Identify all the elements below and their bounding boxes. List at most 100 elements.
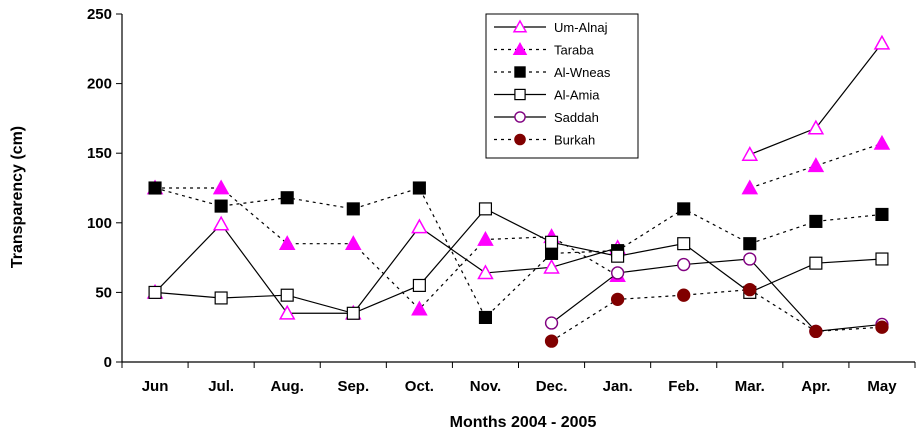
data-point <box>412 181 426 195</box>
data-point <box>544 246 559 260</box>
data-point <box>214 291 228 305</box>
data-point <box>278 304 296 320</box>
y-tick-label: 50 <box>95 284 112 301</box>
x-tick-label: Jul. <box>208 378 234 395</box>
data-point <box>411 300 428 316</box>
data-point <box>148 285 162 299</box>
series-um-alnaj <box>146 34 891 320</box>
legend-box <box>485 13 639 159</box>
data-point <box>741 146 759 161</box>
series-line <box>154 208 882 314</box>
x-tick-label: Sep. <box>337 378 369 395</box>
legend-label: Al-Wneas <box>554 65 611 80</box>
x-tick-label: Jun <box>142 378 169 395</box>
data-point <box>677 202 691 216</box>
data-point <box>875 207 889 221</box>
data-point <box>346 306 360 320</box>
data-point <box>214 199 228 213</box>
legend-marker <box>512 41 528 56</box>
legend-label: Taraba <box>554 43 595 58</box>
legend-item: Al-Wneas <box>494 65 611 80</box>
data-point <box>677 237 691 251</box>
legend-label: Al-Amia <box>554 88 600 103</box>
legend-marker <box>512 19 528 33</box>
data-point <box>148 181 162 195</box>
data-point <box>743 252 757 266</box>
data-point <box>873 34 891 50</box>
y-tick-label: 250 <box>87 6 112 23</box>
legend-item: Burkah <box>494 133 595 148</box>
series-line <box>551 258 883 333</box>
series-line <box>154 187 883 319</box>
x-tick-label: Apr. <box>801 378 830 395</box>
data-point <box>280 191 294 205</box>
series-line <box>154 223 618 314</box>
data-point <box>477 264 494 280</box>
x-tick-label: Dec. <box>536 378 568 395</box>
data-point <box>544 235 559 249</box>
x-tick-label: May <box>867 378 897 395</box>
data-point <box>875 252 889 266</box>
data-point <box>212 179 230 195</box>
legend-marker <box>514 111 526 123</box>
data-point <box>809 256 823 270</box>
y-tick-label: 100 <box>87 215 112 232</box>
data-point <box>807 119 825 135</box>
data-point <box>280 288 294 302</box>
x-tick-label: Mar. <box>735 378 765 395</box>
y-tick-label: 0 <box>104 354 112 371</box>
data-point <box>677 288 691 302</box>
y-axis-title: Transparency (cm) <box>9 126 26 268</box>
data-point <box>212 215 230 231</box>
x-tick-label: Aug. <box>271 378 304 395</box>
data-point <box>345 235 362 251</box>
legend-item: Al-Amia <box>494 88 600 103</box>
data-point <box>743 237 757 251</box>
data-point <box>809 214 823 228</box>
y-tick-label: 150 <box>87 145 112 162</box>
series-group <box>146 34 891 348</box>
axes-group: 0 50 100 150 200 250 Jun Jul. Aug. Sep. Oct. Nov. De… <box>87 6 916 395</box>
y-tick-label: 200 <box>87 76 112 93</box>
data-point <box>278 235 296 251</box>
data-point <box>807 157 825 173</box>
x-tick-label: Feb. <box>668 378 699 395</box>
legend-marker <box>514 88 526 101</box>
data-point <box>411 218 428 234</box>
data-point <box>611 249 625 263</box>
series-line <box>749 142 883 189</box>
data-point <box>741 179 759 195</box>
data-point <box>610 292 625 307</box>
legend-item: Um-Alnaj <box>494 19 608 35</box>
x-tick-label: Jan. <box>603 378 633 395</box>
x-tick-label: Nov. <box>470 378 501 395</box>
data-point <box>743 282 757 297</box>
legend-item: Taraba <box>494 41 595 58</box>
data-point <box>346 202 360 216</box>
data-point <box>477 230 494 246</box>
legend-marker <box>514 66 526 78</box>
data-point <box>873 134 891 150</box>
data-point <box>544 316 559 330</box>
data-point <box>809 324 823 339</box>
series-burkah <box>544 282 889 348</box>
data-point <box>543 258 560 274</box>
data-point <box>478 202 493 216</box>
data-point <box>544 334 559 348</box>
data-point <box>478 310 493 325</box>
data-point <box>677 257 691 272</box>
x-tick-label: Oct. <box>405 378 434 395</box>
legend: Um-Alnaj Taraba Al-Wneas Al-Amia Saddah Burka… <box>485 13 639 159</box>
legend-item: Saddah <box>494 110 599 125</box>
legend-label: Burkah <box>554 133 595 148</box>
data-point <box>412 278 426 292</box>
data-point <box>610 266 625 280</box>
x-axis-title: Months 2004 - 2005 <box>450 414 597 431</box>
legend-label: Saddah <box>554 110 599 125</box>
data-point <box>875 320 889 334</box>
series-line <box>551 289 882 342</box>
legend-label: Um-Alnaj <box>554 20 608 35</box>
